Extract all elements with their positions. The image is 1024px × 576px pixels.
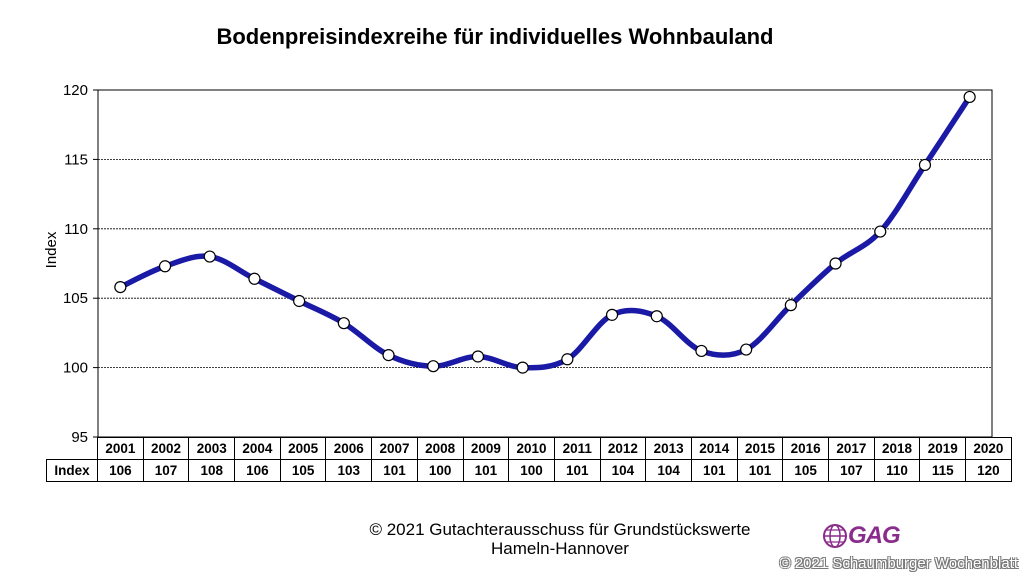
index-value-cell: 120 (965, 459, 1012, 482)
index-value-cell: 105 (782, 459, 829, 482)
chart-title: Bodenpreisindexreihe für individuelles W… (216, 24, 774, 49)
index-value-cell: 101 (371, 459, 418, 482)
y-tick-label: 100 (63, 360, 88, 377)
data-point-2011 (561, 353, 574, 366)
index-value-cell: 100 (508, 459, 555, 482)
index-value-cell: 101 (736, 459, 784, 482)
year-cell: 2020 (965, 437, 1012, 460)
data-point-2016 (784, 299, 797, 312)
year-cell: 2005 (279, 437, 327, 460)
plot-area (97, 89, 993, 438)
y-tick-label: 95 (71, 429, 88, 446)
year-cell: 2014 (690, 437, 738, 460)
data-point-2006 (337, 317, 350, 330)
year-cell: 2019 (919, 437, 967, 460)
logo-text: GAG (848, 522, 901, 549)
year-cell: 2012 (599, 437, 647, 460)
index-value-cell: 110 (873, 459, 921, 482)
y-axis-ticks: 95 100 105 110 115 120 (63, 82, 98, 446)
index-value-cell: 101 (553, 459, 601, 482)
y-tick-label: 120 (63, 82, 88, 99)
data-point-2019 (918, 158, 932, 172)
year-cell: 2011 (553, 437, 601, 460)
data-point-2005 (293, 294, 306, 308)
data-point-2003 (203, 250, 216, 263)
index-value-cell: 108 (188, 459, 236, 482)
data-point-2004 (248, 272, 261, 285)
data-point-2018 (874, 225, 887, 238)
year-cell: 2001 (97, 437, 144, 460)
index-row-label: Index (46, 459, 98, 482)
index-row: Index 106 107 108 106 105 103 101 100 101 100 101 1… (46, 459, 1012, 482)
data-point-2020 (963, 90, 976, 104)
copyright-line-2: Hameln-Hannover (491, 539, 629, 558)
data-point-2001 (114, 280, 127, 294)
year-row-lead (47, 438, 98, 460)
year-cell: 2004 (234, 437, 281, 460)
index-value-cell: 106 (97, 459, 144, 482)
data-point-2017 (829, 257, 842, 270)
gag-logo: GAG (822, 521, 901, 551)
year-cell: 2015 (736, 437, 784, 460)
year-cell: 2017 (828, 437, 875, 460)
year-cell: 2003 (188, 437, 236, 460)
year-cell: 2009 (462, 437, 510, 460)
index-value-cell: 100 (416, 459, 464, 482)
index-value-cell: 107 (828, 459, 875, 482)
year-cell: 2013 (645, 437, 692, 460)
data-points (114, 90, 976, 374)
data-point-2007 (382, 349, 395, 362)
index-value-cell: 104 (599, 459, 647, 482)
watermark: © 2021 Schaumburger Wochenblatt (779, 555, 1018, 572)
year-cell: 2018 (873, 437, 921, 460)
y-tick-label: 115 (64, 151, 88, 168)
index-value-cell: 104 (645, 459, 692, 482)
index-value-cell: 101 (462, 459, 510, 482)
year-cell: 2008 (416, 437, 464, 460)
data-point-2002 (158, 260, 172, 273)
data-point-2010 (516, 361, 529, 374)
year-cell: 2016 (782, 437, 829, 460)
index-value-cell: 106 (234, 459, 281, 482)
data-point-2013 (650, 310, 663, 323)
year-cell: 2006 (325, 437, 373, 460)
data-point-2015 (740, 343, 753, 356)
y-tick-label: 105 (63, 290, 88, 307)
data-table: 2001 2002 2003 2004 2005 2006 2007 2008 2009 2010… (46, 437, 1012, 482)
year-cell: 2010 (508, 437, 555, 460)
line-chart: 95 100 105 110 115 120 Index (43, 82, 993, 446)
index-value-cell: 115 (919, 459, 967, 482)
year-cell: 2002 (142, 437, 190, 460)
index-value-cell: 103 (325, 459, 373, 482)
copyright-block: © 2021 Gutachterausschuss für Grundstück… (300, 520, 820, 558)
data-point-2012 (605, 308, 619, 321)
index-value-cell: 105 (279, 459, 327, 482)
globe-icon (823, 524, 847, 548)
index-value-cell: 107 (142, 459, 190, 482)
data-point-2014 (695, 344, 708, 358)
copyright-line-1: © 2021 Gutachterausschuss für Grundstück… (369, 520, 751, 539)
year-cell: 2007 (371, 437, 418, 460)
year-row: 2001 2002 2003 2004 2005 2006 2007 2008 2009 2010… (47, 437, 1012, 460)
data-point-2008 (427, 360, 440, 373)
data-point-2009 (471, 350, 485, 363)
y-axis-label: Index (43, 231, 60, 268)
y-tick-label: 110 (64, 221, 88, 238)
index-value-cell: 101 (690, 459, 738, 482)
